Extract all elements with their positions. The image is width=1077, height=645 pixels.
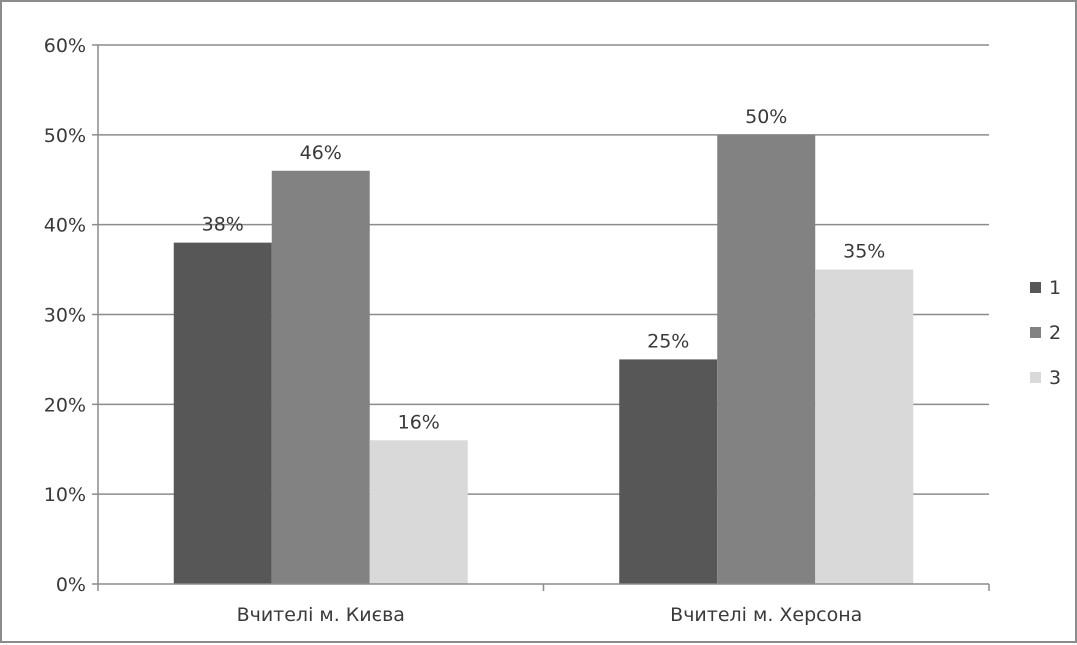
- data-label-series-2-2: 50%: [745, 106, 787, 128]
- y-tick-label: 30%: [44, 305, 86, 327]
- legend-label-2: 2: [1049, 322, 1061, 344]
- bar-series-3-2: [815, 269, 914, 584]
- y-tick-label: 0%: [56, 574, 86, 596]
- data-label-series-1-2: 25%: [647, 330, 689, 352]
- data-label-series-2-1: 46%: [300, 142, 342, 164]
- bar-series-1-2: [619, 359, 718, 584]
- y-tick-label: 50%: [44, 125, 86, 147]
- y-tick-label: 10%: [44, 484, 86, 506]
- legend-swatch-1: [1030, 282, 1041, 293]
- y-tick-label: 20%: [44, 394, 86, 416]
- x-tick-label: Вчителі м. Херсона: [670, 604, 862, 626]
- bars: [173, 134, 914, 585]
- bar-series-1-1: [173, 242, 272, 584]
- legend-swatch-2: [1030, 327, 1041, 338]
- data-label-series-3-2: 35%: [843, 241, 885, 263]
- data-labels: 38% 46% 16% 25% 50% 35%: [202, 106, 886, 433]
- legend-label-1: 1: [1049, 277, 1061, 299]
- bar-series-2-1: [271, 170, 370, 584]
- x-tick-label: Вчителі м. Києва: [237, 604, 405, 626]
- axes: 0% 10% 20% 30% 40% 50% 60% Вчителі м. Києва Вчит…: [44, 35, 990, 626]
- data-label-series-1-1: 38%: [202, 214, 244, 236]
- bar-series-2-2: [717, 134, 816, 585]
- bar-series-3-1: [369, 440, 468, 584]
- data-label-series-3-1: 16%: [398, 411, 440, 433]
- y-tick-label: 60%: [44, 35, 86, 57]
- y-tick-label: 40%: [44, 215, 86, 237]
- legend-label-3: 3: [1049, 367, 1061, 389]
- legend: 1 2 3: [1030, 277, 1061, 389]
- legend-swatch-3: [1030, 372, 1041, 383]
